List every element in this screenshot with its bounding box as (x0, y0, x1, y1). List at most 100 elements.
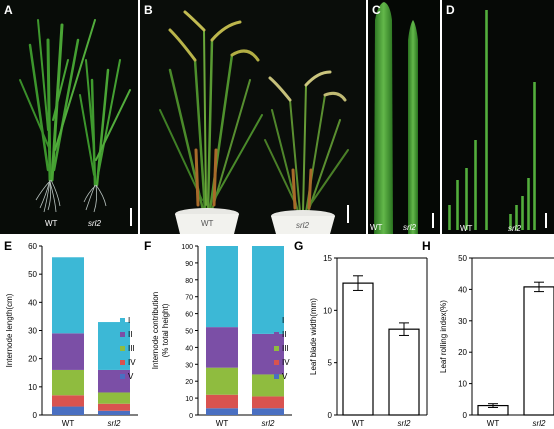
y-axis-label: Leaf blade width(mm) (309, 298, 318, 375)
panel-label-d: D (446, 3, 455, 17)
y-tick-label: 15 (323, 254, 332, 263)
x-tick-label: WT (487, 419, 500, 428)
stacked-bar-segment-v (52, 406, 84, 415)
x-tick-label: WT (352, 419, 365, 428)
photo-panel-a: A WT srl2 (0, 0, 138, 234)
stacked-bar-segment-i (52, 257, 84, 334)
y-tick-label: 60 (28, 242, 37, 251)
stacked-bar-segment-iii (206, 367, 238, 395)
photo-d-label-srl2: srl2 (508, 224, 521, 233)
y-tick-label: 60 (185, 312, 193, 319)
scale-bar (347, 205, 349, 223)
y-tick-label: 20 (185, 379, 193, 386)
y-axis-label: Internode length(cm) (5, 293, 14, 367)
x-tick-label: srl2 (398, 419, 411, 428)
y-axis-label: Internode contribution (151, 292, 160, 369)
y-tick-label: 10 (28, 383, 37, 392)
legend-swatch-i (274, 318, 279, 323)
x-tick-label: WT (216, 419, 229, 428)
panel-label-b: B (144, 3, 153, 17)
srl2-mature-plant (264, 70, 349, 213)
photo-b-label-srl2: srl2 (296, 221, 309, 230)
y-tick-label: 40 (185, 345, 193, 352)
chart-internode-length: 0 10 20 30 40 50 60 Internode length(cm) WT srl2 I… (5, 242, 138, 428)
wt-pot (175, 208, 239, 234)
stacked-bar-segment-ii (98, 369, 130, 393)
legend-label: III (128, 344, 135, 353)
srl2-internodes (509, 82, 536, 230)
stacked-bar-segment-iii (98, 392, 130, 404)
legend-swatch-ii (120, 332, 125, 337)
wt-internodes (448, 10, 488, 230)
srl2-pot (271, 210, 335, 234)
photo-panel-c: C WT srl2 (368, 0, 440, 234)
y-tick-label: 80 (185, 278, 193, 285)
legend-swatch-v (120, 374, 125, 379)
x-tick-label: srl2 (533, 419, 546, 428)
bar (388, 328, 420, 416)
legend-label: II (282, 330, 286, 339)
chart-leaf-rolling-index: 0 10 20 30 40 50 Leaf rolling index(%) WT srl2 (439, 254, 554, 428)
legend-label: V (282, 372, 288, 381)
y-tick-label: 50 (458, 254, 467, 263)
y-tick-label: 90 (185, 261, 193, 268)
panel-label-c: C (372, 3, 381, 17)
y-tick-label: 0 (33, 411, 38, 420)
photo-c-label-wt: WT (370, 223, 383, 232)
y-tick-label: 100 (181, 244, 193, 251)
stacked-bar-segment-v (252, 408, 284, 415)
y-tick-label: 0 (189, 413, 193, 420)
y-tick-label: 70 (185, 295, 193, 302)
legend-label: V (128, 372, 134, 381)
y-tick-label: 30 (28, 327, 37, 336)
wt-seedling (19, 19, 96, 182)
photo-panel-d: D WT srl2 (442, 0, 554, 234)
legend-label: IV (282, 358, 290, 367)
legend-swatch-iv (274, 360, 279, 365)
y-tick-label: 20 (28, 355, 37, 364)
stacked-bar-segment-iv (52, 395, 84, 407)
wt-leaf-blade (374, 2, 393, 234)
legend-swatch-v (274, 374, 279, 379)
legend-swatch-i (120, 318, 125, 323)
stacked-bar-segment-v (206, 408, 238, 415)
stacked-bar-segment-i (206, 246, 238, 328)
stacked-bar-segment-ii (206, 327, 238, 368)
stacked-bar-segment-i (98, 322, 130, 370)
y-tick-label: 40 (28, 298, 37, 307)
stacked-bar-segment-iv (206, 394, 238, 409)
photo-b-label-wt: WT (201, 219, 214, 228)
legend-swatch-iii (274, 346, 279, 351)
y-tick-label: 20 (458, 348, 467, 357)
legend-label: III (282, 344, 289, 353)
photo-d-label-wt: WT (460, 224, 473, 233)
panel-label-e: E (4, 239, 12, 253)
x-tick-label: srl2 (108, 419, 121, 428)
bar (342, 282, 374, 416)
y-tick-label: 30 (458, 317, 467, 326)
legend-label: I (282, 316, 284, 325)
photo-panel-b: B WT srl2 (140, 0, 366, 234)
scale-bar (432, 213, 434, 228)
y-tick-label: 30 (185, 362, 193, 369)
stacked-bar-segment-ii (252, 333, 284, 375)
panel-label-g: G (294, 239, 303, 253)
panel-label-h: H (422, 239, 431, 253)
photo-a-label-srl2: srl2 (88, 219, 101, 228)
srl2-leaf-blade (408, 20, 418, 234)
srl2-seedling (79, 59, 131, 187)
stacked-bar-segment-i (252, 246, 284, 334)
y-tick-label: 5 (328, 359, 333, 368)
y-axis-label: Leaf rolling index(%) (439, 300, 448, 373)
legend-swatch-iii (120, 346, 125, 351)
photo-c-label-srl2: srl2 (403, 223, 416, 232)
y-tick-label: 40 (458, 285, 467, 294)
chart-internode-contribution: 0 10 20 30 40 50 60 70 80 90 100 Internode contribu… (151, 244, 292, 428)
panel-label-a: A (4, 3, 13, 17)
legend-label: II (128, 330, 132, 339)
stacked-bar-segment-v (98, 410, 130, 415)
y-tick-label: 0 (463, 411, 468, 420)
y-tick-label: 50 (28, 270, 37, 279)
stacked-bar-segment-ii (52, 333, 84, 370)
